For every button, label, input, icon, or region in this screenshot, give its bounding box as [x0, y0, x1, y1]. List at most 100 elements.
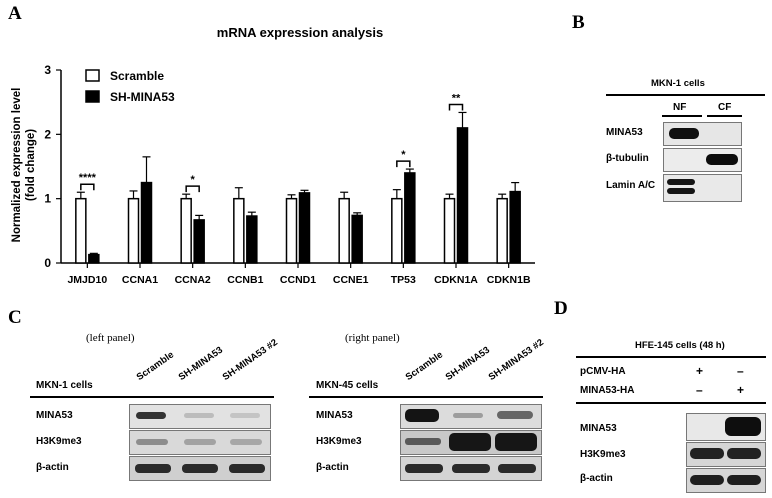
bar — [351, 214, 363, 264]
panel-d-row-mina53: MINA53 — [580, 423, 617, 434]
y-tick-label: 3 — [44, 63, 51, 77]
x-tick-label: CCNA2 — [175, 274, 211, 286]
panel-b-header: MKN-1 cells — [651, 78, 705, 89]
panel-b-col-cf: CF — [718, 102, 732, 113]
bar — [75, 197, 87, 264]
panel-d-header-rule — [576, 356, 766, 358]
panel-c-left-cell-line: MKN-1 cells — [36, 380, 93, 391]
panel-b-row-lamin: Lamin A/C — [606, 180, 656, 191]
bar — [180, 197, 192, 264]
panel-b-blot-b-tubulin — [663, 148, 742, 172]
y-axis-label-line2: (fold change) — [25, 129, 37, 201]
panel-letter-b: B — [572, 12, 585, 33]
panel-b-col-rule-nf — [662, 115, 702, 117]
y-tick-label: 0 — [44, 256, 51, 270]
panel-c-left-lane-3: SH-MINA53 #2 — [220, 337, 280, 383]
panel-c-right-blot-mina53 — [400, 404, 542, 429]
band — [230, 413, 260, 418]
x-tick-label: CCNA1 — [122, 274, 158, 286]
significance-label: * — [401, 149, 406, 161]
panel-c-left-lane-1: Scramble — [134, 349, 177, 383]
band — [136, 412, 166, 419]
legend-swatch — [85, 90, 100, 103]
band — [184, 439, 216, 445]
bar — [298, 192, 311, 264]
significance-bracket — [448, 103, 464, 111]
panel-c-right-lane-2: SH-MINA53 — [443, 344, 492, 383]
panel-c-left-row-b-actin: β-actin — [36, 462, 69, 473]
panel-c-right-rule — [309, 396, 543, 398]
panel-b-col-rule-cf — [707, 115, 742, 117]
bar — [285, 197, 298, 264]
bar — [233, 197, 245, 264]
x-tick-label: TP53 — [391, 274, 416, 286]
band — [449, 433, 491, 451]
bar — [338, 197, 350, 264]
bar — [246, 215, 258, 264]
panel-b-blot-lamin — [663, 174, 742, 202]
band — [405, 409, 439, 422]
band — [135, 464, 171, 473]
significance-bracket — [80, 183, 95, 191]
panel-letter-c: C — [8, 307, 22, 328]
significance-label: **** — [79, 172, 97, 184]
chart-title: mRNA expression analysis — [217, 25, 383, 40]
panel-letter-a: A — [8, 3, 22, 24]
panel-d-cond-2-sign-2: + — [737, 383, 745, 397]
panel-c-right-cell-line: MKN-45 cells — [316, 380, 379, 391]
band — [497, 411, 533, 419]
band — [229, 464, 265, 473]
panel-c-left-caption: (left panel) — [86, 332, 135, 344]
band — [452, 464, 490, 473]
panel-d-rule — [576, 402, 766, 404]
legend-label: Scramble — [110, 69, 164, 83]
band — [498, 464, 536, 473]
panel-b-row-mina53: MINA53 — [606, 127, 643, 138]
legend-swatch — [85, 69, 100, 82]
panel-c-right-blot-b-actin — [400, 456, 542, 481]
panel-c-right-row-b-actin: β-actin — [316, 462, 349, 473]
band — [405, 464, 443, 473]
panel-d-row-h3k9me3: H3K9me3 — [580, 449, 626, 460]
band — [667, 179, 695, 185]
bar — [88, 253, 100, 264]
panel-d-cond-2-sign-1: – — [696, 383, 703, 397]
bar — [443, 197, 456, 264]
band — [184, 413, 214, 418]
panel-d-cond-1-sign-2: – — [737, 364, 744, 378]
band — [230, 439, 262, 445]
panel-c-right-caption: (right panel) — [345, 332, 400, 344]
y-tick-label: 1 — [44, 192, 51, 206]
panel-d-blot-b-actin — [686, 468, 766, 493]
panel-b-col-nf: NF — [673, 102, 687, 113]
panel-c-left-rule — [30, 396, 274, 398]
bar — [140, 181, 153, 264]
panel-d-blot-h3k9me3 — [686, 442, 766, 467]
panel-c-right-row-mina53: MINA53 — [316, 410, 353, 421]
bar — [404, 172, 416, 264]
legend-label: SH-MINA53 — [110, 90, 175, 104]
band — [453, 413, 483, 418]
band — [405, 438, 441, 445]
panel-b-header-rule — [606, 94, 765, 96]
panel-d-blot-mina53 — [686, 413, 766, 441]
panel-c-left-row-mina53: MINA53 — [36, 410, 73, 421]
panel-d-cond-2-label: MINA53-HA — [580, 385, 635, 396]
band — [706, 154, 738, 165]
bar — [509, 190, 521, 264]
panel-letter-d: D — [554, 298, 568, 319]
panel-d-header: HFE-145 cells (48 h) — [635, 340, 725, 351]
significance-bracket — [185, 185, 200, 193]
bar — [193, 219, 205, 264]
x-tick-label: CCND1 — [280, 274, 316, 286]
significance-bracket — [396, 160, 411, 168]
y-axis-label-line1: Normalized expression level — [11, 88, 23, 243]
panel-c-left-blot-mina53 — [129, 404, 271, 429]
panel-c-right-blot-h3k9me3 — [400, 430, 542, 455]
band — [725, 417, 761, 436]
panel-c-left-blot-b-actin — [129, 456, 271, 481]
significance-label: * — [191, 174, 196, 186]
panel-d-row-b-actin: β-actin — [580, 473, 613, 484]
band — [727, 475, 761, 485]
